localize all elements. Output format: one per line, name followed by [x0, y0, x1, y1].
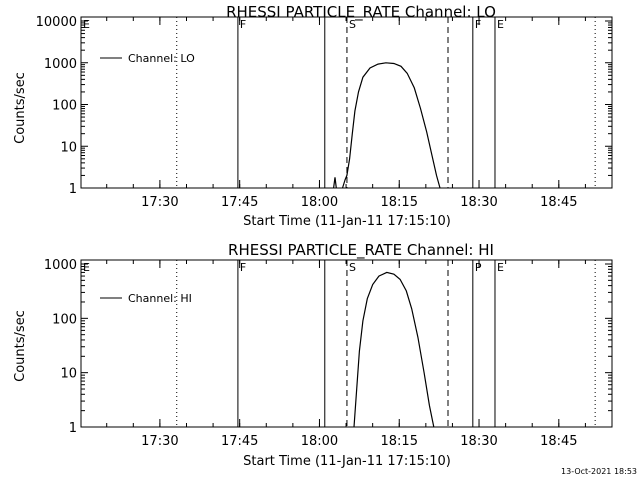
x-tick-label: 18:30: [460, 434, 497, 449]
y-axis-label: Counts/sec: [13, 72, 28, 144]
y-tick-label: 10: [60, 140, 77, 155]
y-axis-label: Counts/sec: [13, 310, 28, 382]
y-tick-label: 1: [69, 421, 77, 436]
hi-channel-panel: RHESSI PARTICLE_RATE Channel: HI Start T…: [13, 241, 613, 469]
data-series-line: [341, 62, 441, 189]
x-tick-label: 17:45: [221, 434, 258, 449]
event-marker-label: F: [240, 18, 246, 31]
chart-title: RHESSI PARTICLE_RATE Channel: HI: [228, 241, 494, 260]
event-marker-label: E: [497, 261, 504, 274]
y-tick-label: 100: [52, 99, 77, 114]
x-tick-label: 18:00: [301, 434, 338, 449]
x-tick-label: 18:30: [460, 195, 497, 210]
x-axis-label: Start Time (11-Jan-11 17:15:10): [243, 454, 451, 469]
event-marker-label: F: [240, 261, 246, 274]
x-tick-label: 18:15: [381, 195, 418, 210]
x-tick-label: 18:45: [540, 434, 577, 449]
event-marker-label: P: [475, 261, 482, 274]
x-tick-label: 17:30: [141, 434, 178, 449]
data-series-line: [333, 177, 337, 189]
y-tick-label: 1: [69, 182, 77, 197]
event-marker-label: E: [83, 261, 90, 274]
event-marker-label: F: [475, 18, 481, 31]
y-tick-label: 1000: [44, 258, 77, 273]
legend-label: Channel: HI: [128, 292, 192, 305]
y-tick-label: 1000: [44, 57, 77, 72]
event-marker-label: E: [83, 18, 90, 31]
legend-label: Channel: LO: [128, 52, 195, 65]
data-series-line: [353, 271, 435, 428]
x-tick-label: 17:30: [141, 195, 178, 210]
y-tick-label: 100: [52, 312, 77, 327]
x-tick-label: 18:15: [381, 434, 418, 449]
event-marker-label: E: [497, 18, 504, 31]
y-tick-label: 10000: [36, 15, 77, 30]
event-marker-label: S: [349, 18, 356, 31]
x-tick-label: 18:45: [540, 195, 577, 210]
footer-timestamp: 13-Oct-2021 18:53: [561, 467, 637, 476]
x-axis-label: Start Time (11-Jan-11 17:15:10): [243, 214, 451, 229]
lo-channel-panel: RHESSI PARTICLE_RATE Channel: LO Start T…: [13, 3, 613, 229]
x-tick-label: 18:00: [301, 195, 338, 210]
event-marker-label: S: [349, 261, 356, 274]
x-tick-label: 17:45: [221, 195, 258, 210]
y-tick-label: 10: [60, 367, 77, 382]
